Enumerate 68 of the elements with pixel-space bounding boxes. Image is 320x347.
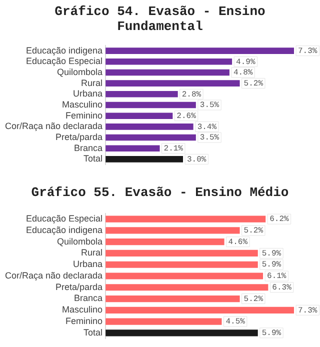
data-label: 5.2%: [244, 226, 264, 236]
y-tick-label: Branca: [74, 293, 103, 304]
bar: [106, 318, 222, 325]
data-label: 5.9%: [262, 329, 282, 338]
data-label: 5.9%: [262, 260, 282, 270]
bar: [106, 102, 196, 108]
bar: [106, 227, 240, 234]
y-tick-label: Feminino: [66, 316, 103, 326]
bar: [106, 134, 196, 141]
data-label: 2.8%: [182, 90, 202, 100]
bar: [106, 91, 178, 98]
bar: [106, 284, 268, 291]
data-label: 2.6%: [176, 112, 196, 121]
y-tick-label: Educação Especial: [26, 56, 103, 66]
data-label: 2.1%: [164, 144, 184, 154]
y-tick-label: Total: [84, 327, 103, 338]
data-label: 7.3%: [298, 306, 318, 316]
y-tick-label: Rural: [81, 78, 103, 88]
data-label: 3.0%: [187, 155, 206, 164]
y-tick-label: Preta/parda: [56, 282, 103, 292]
bar: [106, 48, 294, 54]
y-tick-label: Urbana: [73, 88, 103, 99]
y-tick-label: Feminino: [66, 110, 103, 120]
y-tick-label: Cor/Raça não declarada: [4, 121, 103, 132]
bar: [106, 216, 266, 222]
bar: [106, 238, 224, 246]
bar: [106, 145, 160, 152]
data-label: 5.2%: [244, 294, 264, 304]
data-label: 4.9%: [236, 58, 256, 67]
data-label: 5.2%: [244, 79, 264, 88]
y-tick-label: Branca: [74, 142, 103, 153]
y-tick-label: Educação Especial: [26, 214, 103, 224]
bar: [106, 58, 232, 65]
bar: [106, 306, 294, 314]
data-label: 6.3%: [272, 284, 292, 293]
y-tick-label: Quilombola: [57, 66, 103, 77]
bar: [106, 330, 258, 336]
bar: [106, 69, 230, 76]
bar: [106, 272, 264, 280]
data-label: 6.2%: [270, 215, 290, 224]
data-label: 7.3%: [298, 46, 318, 56]
y-tick-label: Preta/parda: [56, 132, 103, 142]
y-tick-label: Total: [84, 154, 103, 164]
y-tick-label: Quilombola: [57, 236, 103, 246]
data-label: 5.9%: [262, 249, 282, 258]
y-tick-label: Rural: [81, 248, 103, 258]
y-tick-label: Masculino: [62, 99, 103, 110]
y-tick-label: Cor/Raça não declarada: [4, 270, 103, 280]
data-label: 4.5%: [226, 318, 246, 327]
data-label: 3.5%: [200, 134, 220, 143]
data-label: 6.1%: [267, 272, 286, 282]
y-tick-label: Educação indigena: [26, 224, 103, 235]
bar: [106, 261, 258, 268]
y-tick-label: Masculino: [62, 304, 103, 315]
bar: [106, 295, 240, 302]
bar: [106, 124, 194, 130]
data-label: 3.5%: [200, 101, 220, 110]
chart-title: Gráfico 54. Evasão - Ensino Fundamental: [54, 3, 266, 36]
chart-title: Gráfico 55. Evasão - Ensino Médio: [30, 184, 290, 202]
data-label: 3.4%: [197, 122, 217, 132]
y-tick-label: Urbana: [73, 259, 103, 270]
y-tick-label: Educação indigena: [26, 45, 103, 56]
bar: [106, 80, 240, 86]
bar: [106, 112, 173, 119]
bar: [106, 250, 258, 257]
bar: [106, 156, 183, 162]
data-label: 4.6%: [228, 238, 248, 247]
data-label: 4.8%: [233, 68, 253, 78]
